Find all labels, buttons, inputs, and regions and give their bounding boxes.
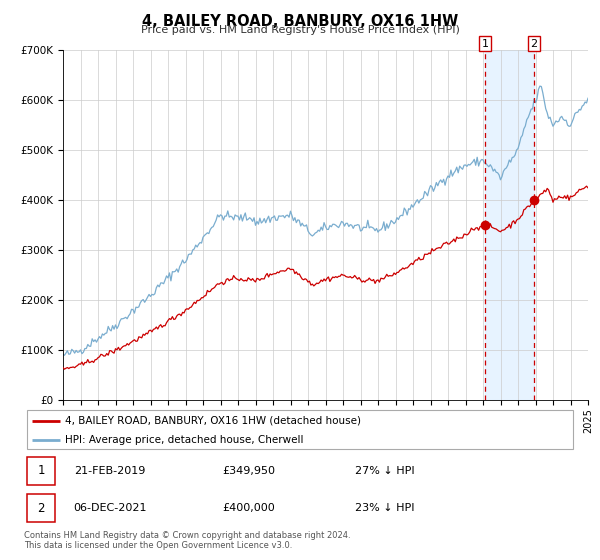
Text: 4, BAILEY ROAD, BANBURY, OX16 1HW: 4, BAILEY ROAD, BANBURY, OX16 1HW <box>142 14 458 29</box>
Text: 1: 1 <box>482 39 488 49</box>
Text: HPI: Average price, detached house, Cherwell: HPI: Average price, detached house, Cher… <box>65 435 304 445</box>
FancyBboxPatch shape <box>27 410 573 449</box>
Text: 23% ↓ HPI: 23% ↓ HPI <box>355 503 415 513</box>
Bar <box>485 50 534 400</box>
Text: 2: 2 <box>37 502 45 515</box>
Text: Contains HM Land Registry data © Crown copyright and database right 2024.
This d: Contains HM Land Registry data © Crown c… <box>24 531 350 550</box>
Text: 4, BAILEY ROAD, BANBURY, OX16 1HW (detached house): 4, BAILEY ROAD, BANBURY, OX16 1HW (detac… <box>65 416 361 426</box>
FancyBboxPatch shape <box>27 494 55 522</box>
Text: 27% ↓ HPI: 27% ↓ HPI <box>355 466 415 476</box>
FancyBboxPatch shape <box>27 458 55 484</box>
Text: 21-FEB-2019: 21-FEB-2019 <box>74 466 145 476</box>
Text: 06-DEC-2021: 06-DEC-2021 <box>74 503 147 513</box>
Text: £349,950: £349,950 <box>223 466 276 476</box>
Text: Price paid vs. HM Land Registry's House Price Index (HPI): Price paid vs. HM Land Registry's House … <box>140 25 460 35</box>
Text: £400,000: £400,000 <box>223 503 275 513</box>
Text: 2: 2 <box>530 39 538 49</box>
Text: 1: 1 <box>37 464 45 478</box>
